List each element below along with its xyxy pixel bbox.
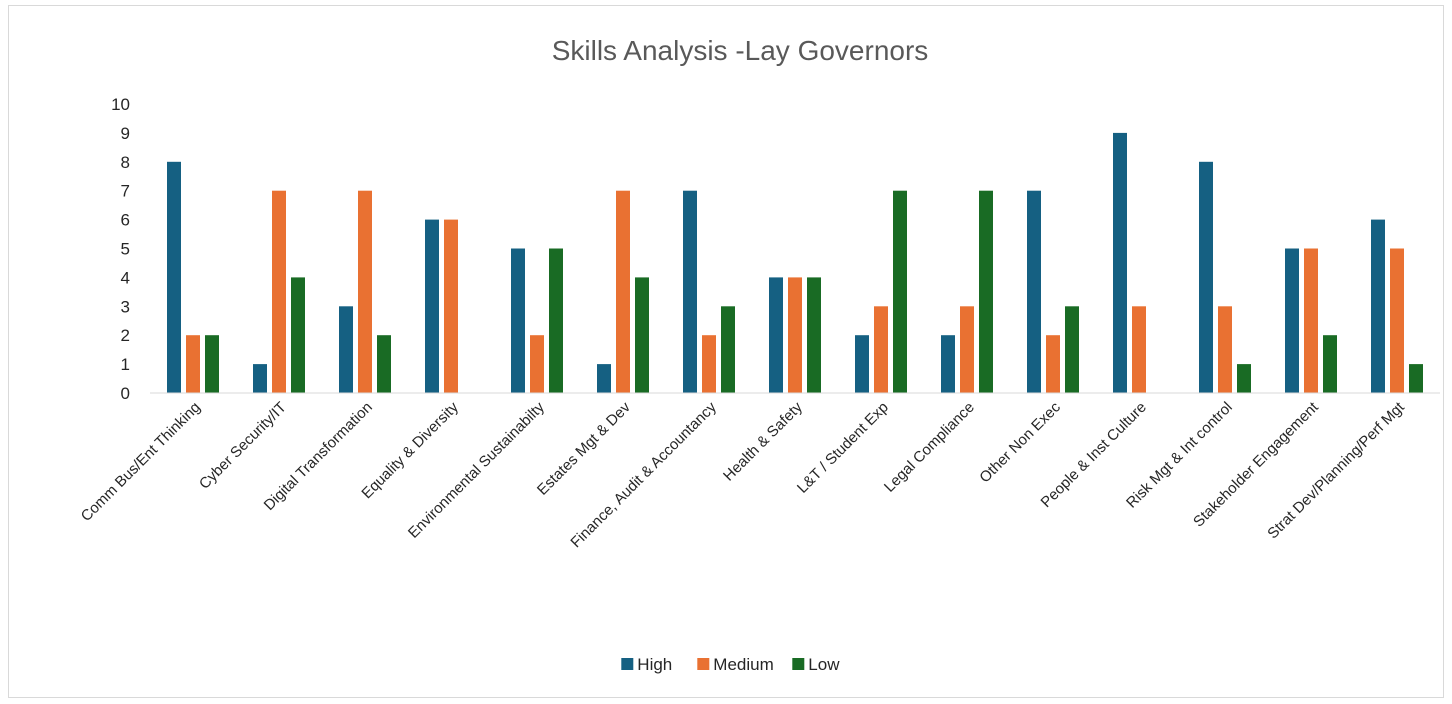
legend-label-high: High bbox=[637, 655, 672, 674]
bar-high bbox=[941, 335, 955, 393]
bar-low bbox=[807, 277, 821, 393]
y-tick-label: 9 bbox=[121, 124, 130, 143]
bar-low bbox=[291, 277, 305, 393]
bar-medium bbox=[1046, 335, 1060, 393]
y-tick-label: 0 bbox=[121, 384, 130, 403]
y-tick-label: 4 bbox=[121, 268, 130, 287]
bar-high bbox=[1285, 248, 1299, 393]
bar-medium bbox=[960, 306, 974, 393]
y-tick-label: 2 bbox=[121, 326, 130, 345]
y-tick-label: 5 bbox=[121, 240, 130, 259]
bar-medium bbox=[186, 335, 200, 393]
bar-low bbox=[893, 190, 907, 393]
chart-title: Skills Analysis -Lay Governors bbox=[552, 35, 929, 66]
bar-low bbox=[979, 190, 993, 393]
bar-low bbox=[721, 306, 735, 393]
bar-high bbox=[167, 161, 181, 393]
bar-low bbox=[205, 335, 219, 393]
x-category-label: Environmental Sustainabilty bbox=[405, 398, 548, 541]
bar-high bbox=[425, 219, 439, 393]
y-tick-label: 8 bbox=[121, 153, 130, 172]
bar-high bbox=[683, 190, 697, 393]
x-category-label: Other Non Exec bbox=[976, 398, 1064, 486]
y-tick-label: 3 bbox=[121, 297, 130, 316]
legend-swatch-high bbox=[621, 658, 634, 670]
y-tick-label: 1 bbox=[121, 355, 130, 374]
bar-high bbox=[339, 306, 353, 393]
x-category-label: Health & Safety bbox=[720, 398, 806, 484]
bar-low bbox=[1409, 364, 1423, 393]
x-category-label: Finance, Audit & Accountancy bbox=[567, 398, 720, 551]
x-category-label: L&T / Student Exp bbox=[794, 399, 892, 497]
bar-high bbox=[855, 335, 869, 393]
bar-low bbox=[377, 335, 391, 393]
bar-low bbox=[635, 277, 649, 393]
x-category-label: Strat Dev/Planning/Perf Mgt bbox=[1264, 398, 1408, 542]
bar-high bbox=[1371, 219, 1385, 393]
bar-medium bbox=[874, 306, 888, 393]
bar-medium bbox=[358, 190, 372, 393]
x-category-label: Legal Compliance bbox=[881, 399, 978, 496]
y-axis: 0 1 2 3 4 5 6 7 8 9 10 bbox=[111, 95, 130, 403]
bar-low bbox=[1323, 335, 1337, 393]
bar-high bbox=[1113, 132, 1127, 393]
bar-medium bbox=[1132, 306, 1146, 393]
x-category-label: Cyber Security/IT bbox=[196, 399, 290, 493]
y-tick-label: 10 bbox=[111, 95, 130, 114]
legend-swatch-medium bbox=[697, 658, 710, 670]
y-tick-label: 7 bbox=[121, 182, 130, 201]
legend-label-low: Low bbox=[808, 655, 840, 674]
bar-medium bbox=[702, 335, 716, 393]
bar-low bbox=[1065, 306, 1079, 393]
bar-medium bbox=[444, 219, 458, 393]
bar-high bbox=[253, 364, 267, 393]
x-category-label: Estates Mgt & Dev bbox=[534, 398, 634, 498]
legend: High Medium Low bbox=[621, 655, 840, 674]
bar-medium bbox=[1390, 248, 1404, 393]
bar-medium bbox=[788, 277, 802, 393]
bar-medium bbox=[616, 190, 630, 393]
x-category-label: Comm Bus/Ent Thinking bbox=[78, 399, 204, 525]
y-tick-label: 6 bbox=[121, 211, 130, 230]
bar-medium bbox=[1304, 248, 1318, 393]
bar-low bbox=[1237, 364, 1251, 393]
bar-medium bbox=[530, 335, 544, 393]
bar-series-group bbox=[167, 132, 1423, 393]
bar-high bbox=[597, 364, 611, 393]
bar-high bbox=[769, 277, 783, 393]
bar-high bbox=[511, 248, 525, 393]
bar-low bbox=[549, 248, 563, 393]
legend-label-medium: Medium bbox=[713, 655, 773, 674]
bar-medium bbox=[1218, 306, 1232, 393]
bar-high bbox=[1027, 190, 1041, 393]
legend-swatch-low bbox=[792, 658, 805, 670]
bar-medium bbox=[272, 190, 286, 393]
bar-high bbox=[1199, 161, 1213, 393]
